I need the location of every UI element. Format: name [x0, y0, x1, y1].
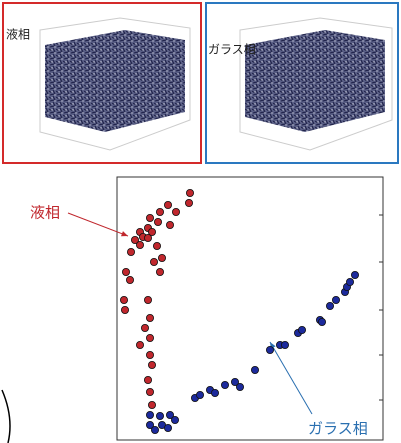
point: [147, 227, 156, 236]
plot-frame: [116, 176, 384, 441]
point: [331, 295, 340, 304]
point: [150, 425, 159, 434]
panel-label: 液相: [6, 27, 30, 42]
point: [143, 295, 152, 304]
annotation-arrow: [67, 212, 129, 237]
point: [163, 200, 172, 209]
point: [220, 380, 229, 389]
point: [230, 377, 239, 386]
arrow-head: [121, 231, 128, 237]
annotation: 液相: [30, 204, 60, 222]
point: [184, 198, 193, 207]
point: [171, 207, 180, 216]
point: [130, 235, 139, 244]
panel-label: ガラス相: [208, 43, 256, 57]
point: [185, 188, 194, 197]
point: [145, 333, 154, 342]
point: [147, 360, 156, 369]
point: [149, 257, 158, 266]
decoration: [1, 389, 11, 443]
point: [145, 387, 154, 396]
point: [210, 388, 219, 397]
annotation: ガラス相: [308, 420, 368, 438]
point: [155, 267, 164, 276]
point: [163, 423, 172, 432]
point: [120, 295, 129, 304]
cube: [45, 30, 185, 132]
point: [155, 411, 164, 420]
point: [157, 253, 166, 262]
point: [165, 220, 174, 229]
point: [122, 267, 131, 276]
point: [145, 213, 154, 222]
point: [165, 410, 174, 419]
point: [170, 415, 179, 424]
point: [280, 340, 289, 349]
point: [145, 420, 154, 429]
point: [350, 270, 359, 279]
point: [126, 275, 135, 284]
point: [147, 400, 156, 409]
cube: [245, 30, 385, 132]
point: [153, 217, 162, 226]
axes-box: [239, 17, 393, 151]
point: [145, 410, 154, 419]
point: [140, 323, 149, 332]
point: [152, 241, 161, 250]
point: [195, 390, 204, 399]
point: [127, 247, 136, 256]
point: [235, 382, 244, 391]
point: [143, 375, 152, 384]
point: [145, 350, 154, 359]
point: [297, 325, 306, 334]
point: [325, 301, 334, 310]
point: [135, 340, 144, 349]
annotation-arrow: [269, 341, 313, 415]
point: [250, 365, 259, 374]
point: [265, 345, 274, 354]
point: [135, 240, 144, 249]
point: [145, 313, 154, 322]
point: [121, 305, 130, 314]
point: [155, 207, 164, 216]
point: [143, 233, 152, 242]
point: [317, 317, 326, 326]
axes-box: [39, 17, 191, 151]
point: [345, 277, 354, 286]
